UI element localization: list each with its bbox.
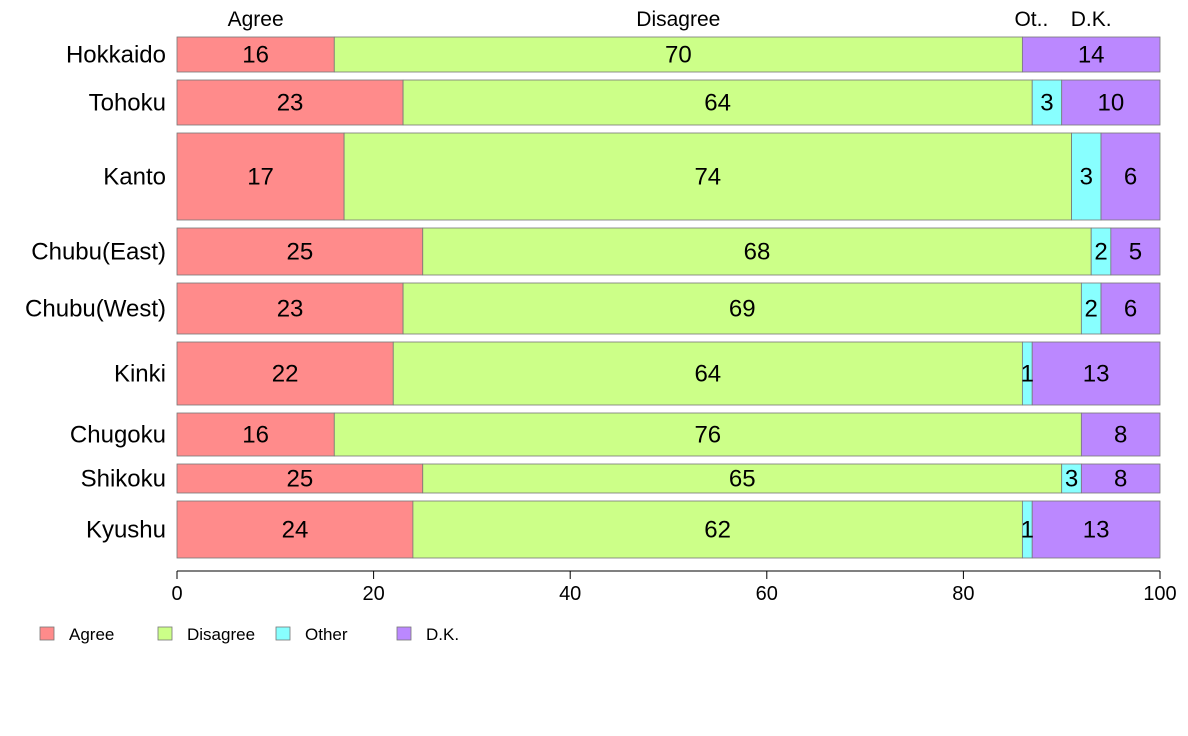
category-label-hokkaido: Hokkaido [66, 42, 166, 69]
bar-chugoku-disagree [333, 412, 1082, 457]
legend-swatch-d-k [396, 626, 412, 641]
bar-hokkaido-agree [176, 36, 335, 73]
bar-kanto-other [1071, 132, 1102, 221]
data-label-kyushu-d-k: 13 [1083, 517, 1110, 544]
category-label-shikoku: Shikoku [81, 466, 166, 493]
bar-tohoku-agree [176, 79, 404, 126]
bar-kinki-d-k [1031, 341, 1161, 406]
category-label-chubu-west: Chubu(West) [25, 296, 166, 323]
data-label-chubu-west-disagree: 69 [729, 296, 756, 323]
data-label-tohoku-d-k: 10 [1097, 90, 1124, 117]
legend-label-disagree: Disagree [187, 625, 255, 644]
bar-chubu-east-agree [176, 227, 424, 276]
data-label-chubu-west-d-k: 6 [1124, 296, 1137, 323]
legend-swatch-agree [39, 626, 55, 641]
x-tick-label: 60 [756, 583, 778, 605]
bar-chubu-west-agree [176, 282, 404, 335]
bar-hokkaido-d-k [1021, 36, 1161, 73]
x-tick-label: 80 [952, 583, 974, 605]
data-label-kinki-other: 1 [1021, 361, 1034, 388]
data-label-shikoku-agree: 25 [287, 466, 314, 493]
data-label-tohoku-agree: 23 [277, 90, 304, 117]
x-tick-label: 20 [362, 583, 384, 605]
bar-chubu-east-d-k [1110, 227, 1161, 276]
bar-kyushu-agree [176, 500, 414, 559]
top-label-agree: Agree [228, 8, 284, 31]
category-label-kinki: Kinki [114, 361, 166, 388]
x-axis: 0 20 40 60 80 100 [171, 570, 1177, 605]
bar-chubu-west-d-k [1100, 282, 1161, 335]
data-label-hokkaido-disagree: 70 [665, 42, 692, 69]
top-labels-layer: Agree Disagree Ot.. D.K. [228, 8, 1112, 31]
data-label-shikoku-other: 3 [1065, 466, 1078, 493]
bars-layer [176, 36, 1161, 559]
data-label-shikoku-d-k: 8 [1114, 466, 1127, 493]
data-label-kanto-d-k: 6 [1124, 164, 1137, 191]
data-label-chugoku-disagree: 76 [694, 422, 721, 449]
legend-label-agree: Agree [69, 625, 114, 644]
category-labels-layer: Hokkaido Tohoku Kanto Chubu(East) Chubu(West… [25, 42, 166, 544]
bar-shikoku-disagree [422, 463, 1063, 494]
data-label-chugoku-d-k: 8 [1114, 422, 1127, 449]
data-label-tohoku-other: 3 [1040, 90, 1053, 117]
data-label-chubu-east-d-k: 5 [1129, 239, 1142, 266]
bar-tohoku-other [1031, 79, 1063, 126]
top-label-disagree: Disagree [636, 8, 720, 31]
bar-chugoku-agree [176, 412, 335, 457]
bar-kyushu-d-k [1031, 500, 1161, 559]
data-label-chubu-east-disagree: 68 [744, 239, 771, 266]
category-label-kanto: Kanto [103, 164, 166, 191]
data-label-hokkaido-agree: 16 [242, 42, 269, 69]
bar-kinki-agree [176, 341, 394, 406]
data-label-chubu-west-other: 2 [1085, 296, 1098, 323]
bar-kanto-agree [176, 132, 345, 221]
bar-kanto-d-k [1100, 132, 1161, 221]
data-label-chubu-east-agree: 25 [287, 239, 314, 266]
data-label-chubu-east-other: 2 [1094, 239, 1107, 266]
data-label-kinki-d-k: 13 [1083, 361, 1110, 388]
legend-swatch-other [275, 626, 291, 641]
data-label-shikoku-disagree: 65 [729, 466, 756, 493]
bar-chugoku-d-k [1080, 412, 1161, 457]
x-tick-label: 0 [171, 583, 182, 605]
category-label-tohoku: Tohoku [89, 90, 166, 117]
data-label-kanto-other: 3 [1080, 164, 1093, 191]
data-label-chugoku-agree: 16 [242, 422, 269, 449]
top-label-d-k: D.K. [1071, 8, 1112, 31]
data-label-kyushu-disagree: 62 [704, 517, 731, 544]
legend-label-d-k: D.K. [426, 625, 459, 644]
data-label-kyushu-other: 1 [1021, 517, 1034, 544]
data-label-hokkaido-d-k: 14 [1078, 42, 1105, 69]
bar-tohoku-disagree [402, 79, 1033, 126]
bar-kyushu-disagree [412, 500, 1023, 559]
legend-label-other: Other [305, 625, 348, 644]
category-label-chubu-east: Chubu(East) [31, 239, 166, 266]
top-label-other: Ot.. [1014, 8, 1048, 31]
data-label-tohoku-disagree: 64 [704, 90, 731, 117]
x-tick-label: 40 [559, 583, 581, 605]
bar-chubu-east-disagree [422, 227, 1092, 276]
data-label-chubu-west-agree: 23 [277, 296, 304, 323]
bar-tohoku-d-k [1061, 79, 1161, 126]
bar-shikoku-d-k [1080, 463, 1161, 494]
data-label-kanto-agree: 17 [247, 164, 274, 191]
bar-chubu-west-disagree [402, 282, 1082, 335]
category-label-chugoku: Chugoku [70, 422, 166, 449]
data-label-kanto-disagree: 74 [694, 164, 721, 191]
x-tick-label: 100 [1143, 583, 1176, 605]
data-label-kinki-agree: 22 [272, 361, 299, 388]
data-label-kinki-disagree: 64 [694, 361, 721, 388]
bar-kanto-disagree [343, 132, 1072, 221]
data-label-kyushu-agree: 24 [282, 517, 309, 544]
bar-hokkaido-disagree [333, 36, 1023, 73]
legend: Agree Disagree Other D.K. [39, 625, 459, 644]
category-label-kyushu: Kyushu [86, 517, 166, 544]
legend-swatch-disagree [157, 626, 173, 641]
